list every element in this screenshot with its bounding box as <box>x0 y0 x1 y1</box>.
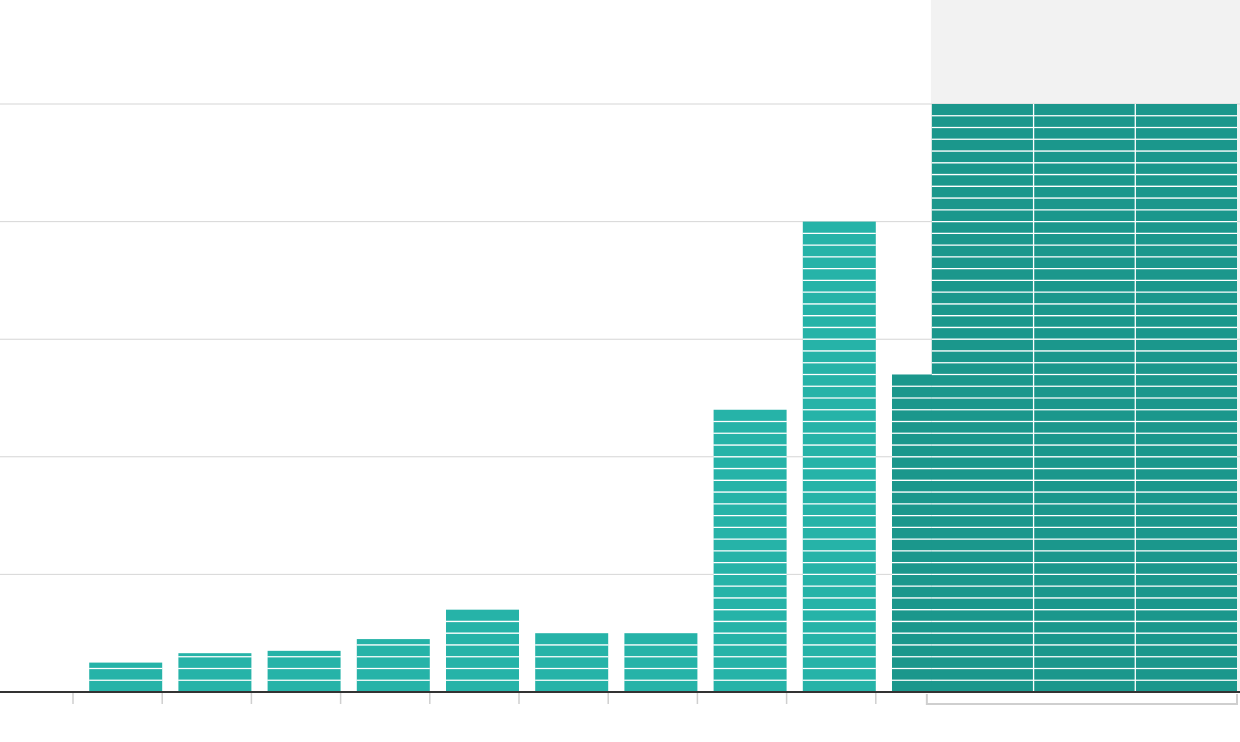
bar-fill <box>446 609 519 692</box>
group-bracket <box>925 694 1238 705</box>
bar <box>446 609 519 692</box>
bar-fill <box>89 662 163 692</box>
bars <box>89 104 1237 692</box>
bar-fill <box>624 633 698 692</box>
x-axis <box>0 691 1240 705</box>
bar <box>624 633 698 692</box>
bar-fill <box>356 639 430 692</box>
bar-fill <box>535 633 609 692</box>
bar <box>267 650 341 692</box>
bar <box>178 653 252 692</box>
bar-fill <box>267 650 341 692</box>
bar <box>535 633 609 692</box>
bar-fill <box>178 653 252 692</box>
bar <box>89 662 163 692</box>
bar <box>802 221 876 692</box>
bar <box>931 104 1237 692</box>
bar <box>713 409 787 692</box>
bar <box>356 639 430 692</box>
